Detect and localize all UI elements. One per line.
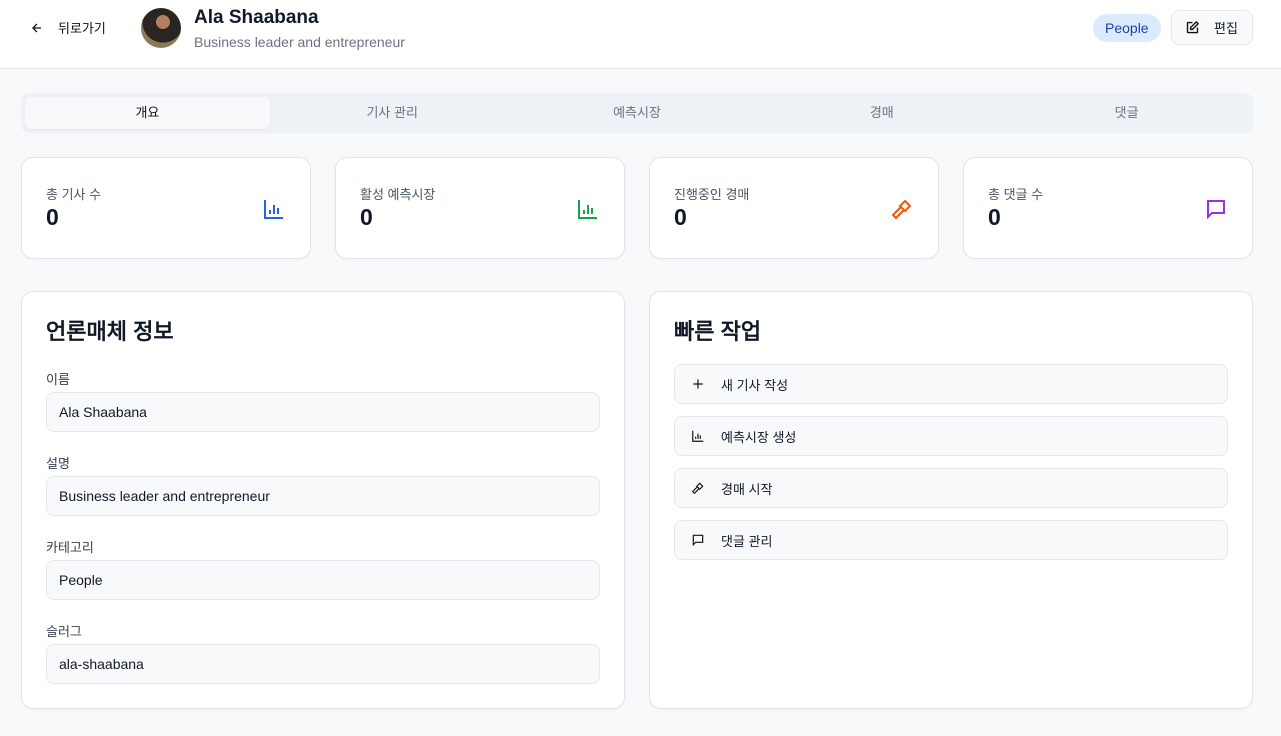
- arrow-left-icon: [32, 22, 42, 33]
- edit-button[interactable]: 편집: [1171, 10, 1253, 45]
- tab-comments[interactable]: 댓글: [1114, 105, 1139, 120]
- page-subtitle: Business leader and entrepreneur: [194, 34, 405, 50]
- tab-prediction-markets[interactable]: 예측시장: [613, 105, 661, 120]
- action-label: 예측시장 생성: [721, 429, 797, 445]
- name-label: 이름: [46, 372, 70, 387]
- gavel-icon: [691, 482, 704, 495]
- stat-label: 총 댓글 수: [988, 187, 1044, 202]
- action-label: 새 기사 작성: [721, 377, 789, 393]
- description-field[interactable]: Business leader and entrepreneur: [46, 476, 600, 516]
- quick-actions-panel: 빠른 작업 새 기사 작성 예측시장 생성 경매 시작 댓글 관리: [649, 291, 1253, 709]
- slug-label: 슬러그: [46, 624, 82, 639]
- plus-icon: [693, 379, 703, 389]
- create-market-button[interactable]: 예측시장 생성: [674, 416, 1228, 456]
- stat-label: 활성 예측시장: [360, 187, 436, 202]
- slug-field[interactable]: ala-shaabana: [46, 644, 600, 684]
- stat-card-articles: 총 기사 수 0: [21, 157, 311, 259]
- category-badge: People: [1093, 14, 1161, 42]
- action-label: 댓글 관리: [721, 533, 773, 549]
- message-icon: [1207, 200, 1225, 220]
- back-button[interactable]: 뒤로가기: [30, 18, 106, 37]
- avatar: [141, 8, 181, 48]
- description-label: 설명: [46, 456, 70, 471]
- stat-label: 진행중인 경매: [674, 187, 750, 202]
- category-label: 카테고리: [46, 540, 94, 555]
- tab-overview[interactable]: 개요: [25, 97, 270, 129]
- back-label: 뒤로가기: [58, 21, 106, 36]
- panel-title: 빠른 작업: [674, 319, 762, 344]
- bar-chart-icon: [692, 430, 704, 442]
- stat-value: 0: [988, 204, 1001, 230]
- panel-title: 언론매체 정보: [46, 319, 174, 344]
- message-icon: [692, 534, 704, 547]
- page-title: Ala Shaabana: [194, 7, 319, 28]
- edit-icon: [1186, 20, 1200, 34]
- page-header: 뒤로가기 Ala Shaabana Business leader and en…: [0, 0, 1281, 69]
- tab-bar: 개요 기사 관리 예측시장 경매 댓글: [21, 93, 1253, 133]
- stat-label: 총 기사 수: [46, 187, 102, 202]
- manage-comments-button[interactable]: 댓글 관리: [674, 520, 1228, 560]
- stat-card-markets: 활성 예측시장 0: [335, 157, 625, 259]
- stat-card-comments: 총 댓글 수 0: [963, 157, 1253, 259]
- bar-chart-icon: [264, 200, 283, 219]
- bar-chart-icon: [578, 200, 597, 219]
- stat-value: 0: [674, 204, 687, 230]
- name-field[interactable]: Ala Shaabana: [46, 392, 600, 432]
- edit-label: 편집: [1214, 21, 1238, 36]
- category-field[interactable]: People: [46, 560, 600, 600]
- stat-value: 0: [46, 204, 59, 230]
- tab-auctions[interactable]: 경매: [869, 105, 894, 120]
- stat-card-auctions: 진행중인 경매 0: [649, 157, 939, 259]
- stat-value: 0: [360, 204, 373, 230]
- media-info-panel: 언론매체 정보 이름 Ala Shaabana 설명 Business lead…: [21, 291, 625, 709]
- action-label: 경매 시작: [721, 481, 773, 497]
- tab-articles[interactable]: 기사 관리: [366, 105, 418, 120]
- start-auction-button[interactable]: 경매 시작: [674, 468, 1228, 508]
- gavel-icon: [891, 199, 912, 220]
- new-article-button[interactable]: 새 기사 작성: [674, 364, 1228, 404]
